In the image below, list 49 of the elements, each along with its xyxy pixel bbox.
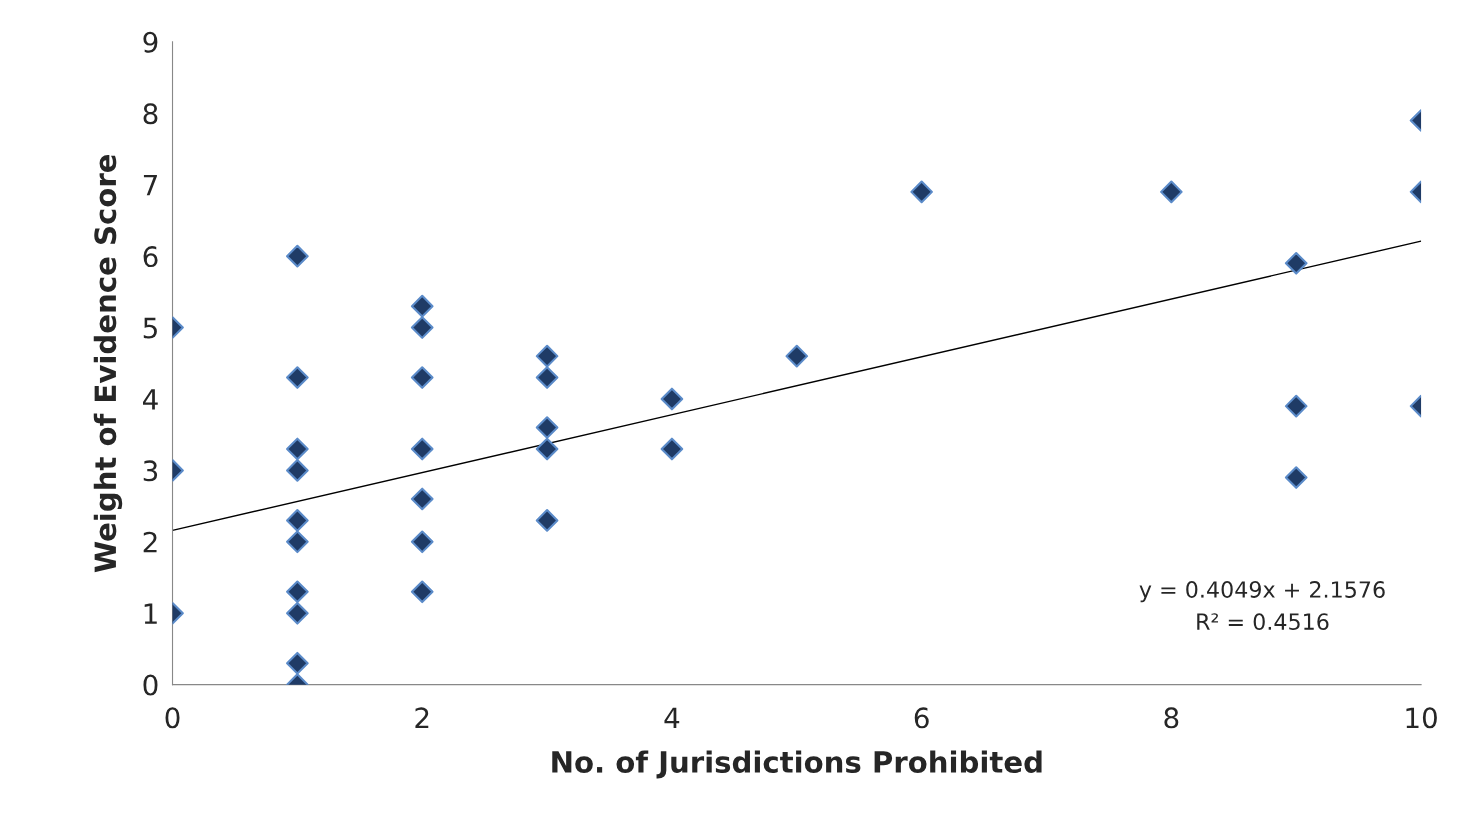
y-tick-label: 6: [143, 246, 158, 268]
annotation: R² = 0.4516: [1197, 613, 1329, 631]
point: [286, 509, 309, 532]
point: [286, 530, 309, 554]
point: [1160, 180, 1183, 204]
point: [535, 416, 559, 439]
point: [410, 316, 434, 339]
point: [910, 180, 933, 204]
point: [286, 580, 309, 604]
x-tick-label: 10: [1406, 707, 1437, 729]
point: [286, 437, 309, 461]
annotation: y = 0.4049x + 2.1576: [1139, 581, 1385, 603]
point: [410, 487, 434, 511]
point: [286, 459, 309, 482]
y-tick-label: 2: [143, 531, 157, 553]
y-tick-label: 8: [143, 103, 158, 125]
point: [660, 437, 684, 461]
point: [410, 294, 434, 318]
x-tick-label: 8: [1164, 707, 1179, 729]
point: [535, 437, 559, 461]
y-tick-label: 1: [144, 603, 157, 624]
point: [785, 344, 809, 368]
point: [535, 366, 559, 389]
y-tick-label: 3: [143, 460, 158, 482]
point: [1284, 466, 1308, 489]
y-axis-title: Weight of Evidence Score: [93, 154, 123, 573]
y-tick-label: 7: [143, 175, 157, 196]
y-tick-label: 5: [143, 317, 157, 339]
point: [660, 387, 684, 411]
point: [1284, 251, 1308, 275]
point: [286, 244, 309, 268]
point: [535, 344, 559, 368]
point: [410, 366, 434, 389]
point: [286, 601, 309, 625]
y-tick-label: 0: [143, 674, 158, 696]
point: [1284, 394, 1308, 418]
x-tick-label: 4: [664, 707, 680, 728]
point: [410, 437, 434, 461]
x-tick-label: 6: [914, 707, 929, 729]
x-tick-label: 2: [415, 707, 429, 728]
point: [410, 530, 434, 554]
point: [286, 366, 309, 389]
point: [286, 651, 309, 675]
x-tick-label: 0: [165, 707, 180, 729]
x-axis-title: No. of Jurisdictions Prohibited: [552, 750, 1042, 779]
y-tick-label: 4: [143, 389, 158, 410]
point: [410, 580, 434, 604]
point: [535, 509, 559, 532]
y-tick-label: 9: [143, 31, 158, 53]
